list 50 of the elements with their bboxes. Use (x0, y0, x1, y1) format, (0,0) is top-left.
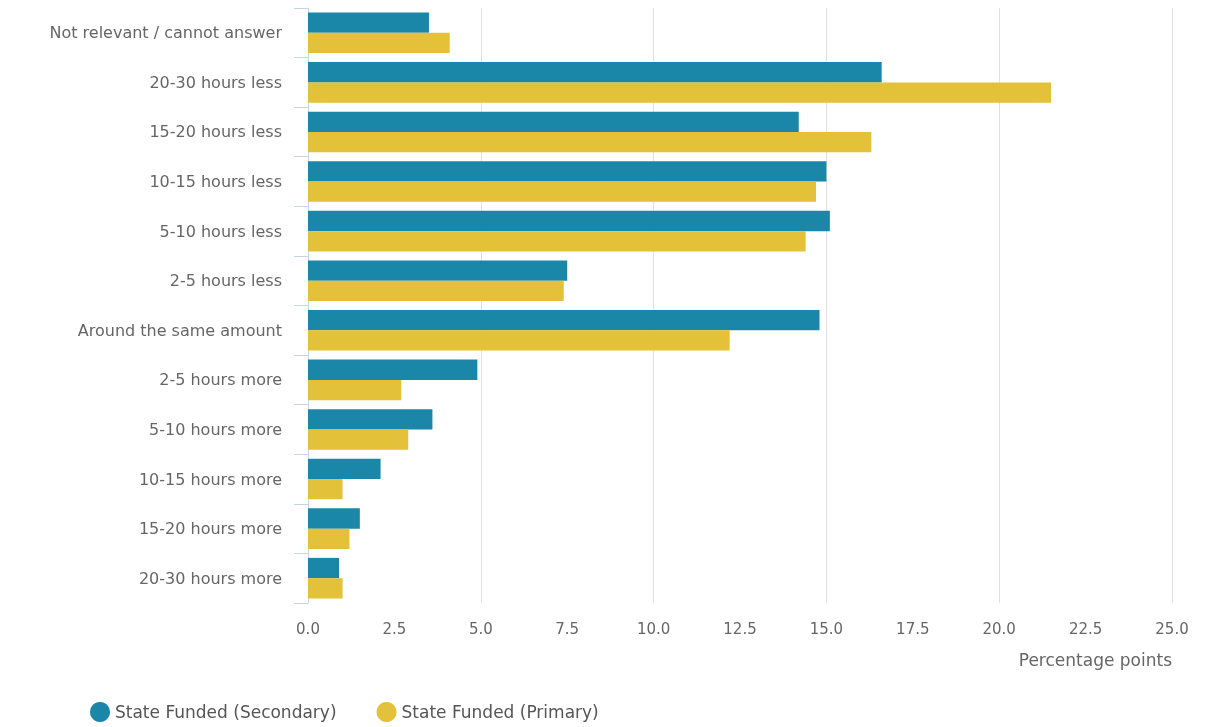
bar (308, 578, 343, 599)
bar (308, 330, 730, 351)
bar (308, 280, 564, 302)
x-tick-label: 10.0 (636, 619, 671, 638)
y-tick-label: 2-5 hours less (169, 271, 282, 291)
y-tick-label: 10-15 hours more (138, 469, 282, 489)
bar (308, 210, 830, 232)
bar (308, 379, 402, 401)
x-tick-label: 2.5 (382, 619, 407, 638)
bar (308, 181, 817, 202)
bar (308, 409, 433, 430)
y-tick-label: 15-20 hours less (149, 122, 282, 142)
bar (308, 231, 806, 252)
bar (308, 557, 340, 579)
bar (308, 111, 799, 132)
bar (308, 32, 450, 54)
bar (308, 309, 820, 331)
x-tick-label: 17.5 (896, 619, 930, 638)
y-tick-label: 2-5 hours more (159, 370, 282, 390)
bar (308, 82, 1052, 103)
legend-label: State Funded (Secondary) (115, 702, 337, 722)
bar (308, 161, 827, 182)
bar (308, 260, 568, 281)
y-tick-label: 10-15 hours less (149, 172, 282, 192)
x-tick-label: 0.0 (296, 619, 320, 638)
y-tick-label: 5-10 hours less (159, 221, 282, 241)
y-tick-label: 15-20 hours more (138, 519, 282, 539)
bar (308, 131, 872, 153)
x-tick-label: 5.0 (468, 619, 493, 638)
y-tick-label: Around the same amount (77, 320, 282, 340)
legend-label: State Funded (Primary) (401, 702, 599, 722)
y-tick-label: Not relevant / cannot answer (49, 23, 283, 43)
bar (308, 429, 409, 450)
y-tick-label: 20-30 hours less (149, 72, 282, 92)
x-tick-label: 7.5 (555, 619, 580, 638)
bar (308, 528, 350, 549)
x-tick-label: 22.5 (1068, 619, 1103, 638)
x-tick-label: 20.0 (982, 619, 1016, 638)
y-tick-label: 5-10 hours more (149, 419, 282, 439)
bar (308, 458, 381, 480)
y-tick-label: 20-30 hours more (138, 568, 282, 588)
bar (308, 508, 360, 529)
x-axis-title: Percentage points (1018, 649, 1173, 670)
x-tick-label: 15.0 (809, 619, 844, 638)
bar (308, 62, 882, 83)
bar (308, 12, 429, 33)
bar (308, 479, 343, 500)
x-tick-label: 12.5 (723, 619, 757, 638)
bar (308, 359, 478, 380)
x-tick-label: 25.0 (1155, 619, 1189, 638)
